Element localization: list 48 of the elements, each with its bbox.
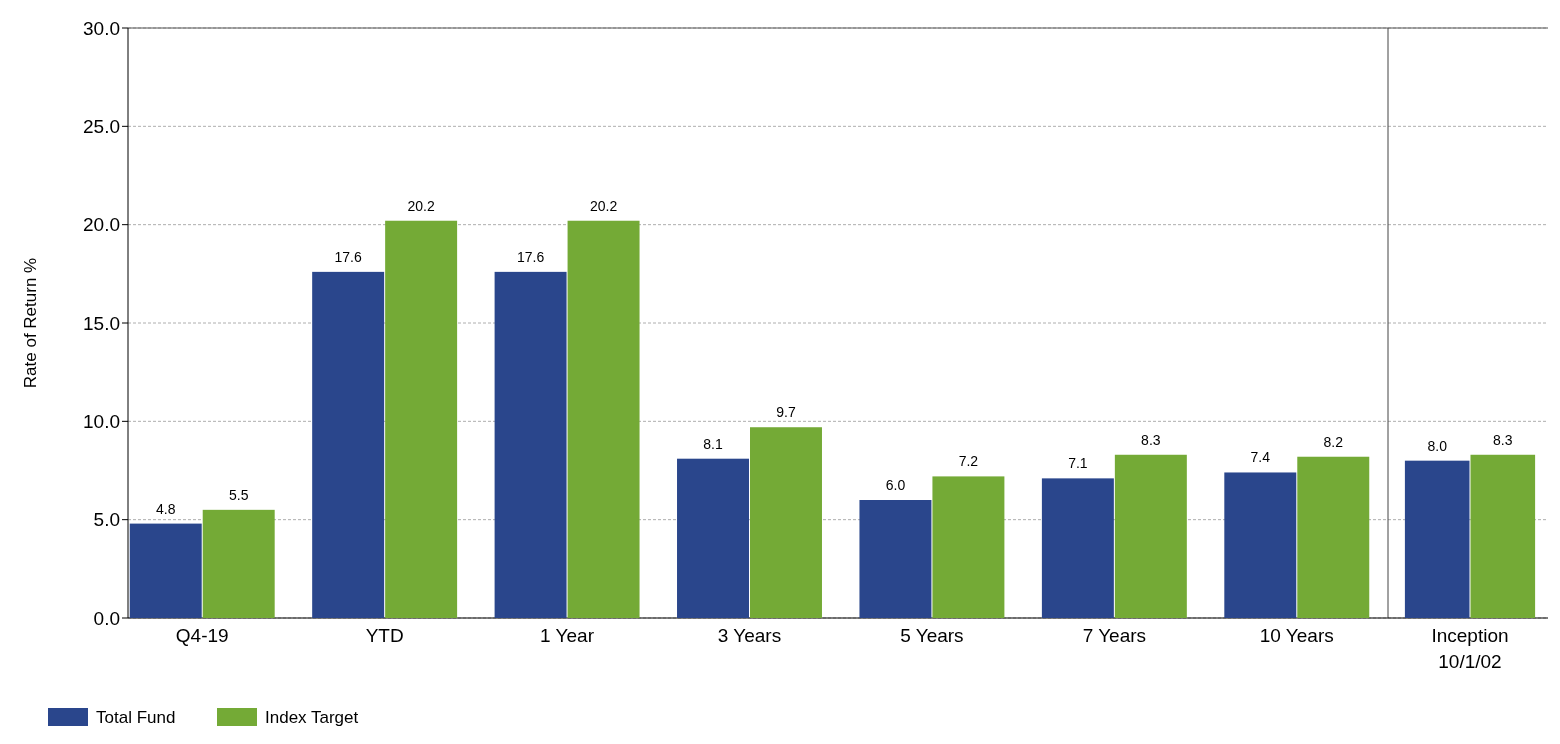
data-label: 17.6 <box>516 248 545 265</box>
legend-label: Total Fund <box>96 707 176 727</box>
data-label: 8.3 <box>1141 431 1161 448</box>
bar <box>567 220 640 618</box>
y-tick-label: 15.0 <box>83 312 120 334</box>
bar <box>202 509 275 618</box>
data-label: 8.2 <box>1323 433 1344 450</box>
data-label: 8.0 <box>1427 437 1448 454</box>
bar <box>385 220 458 618</box>
y-tick-label: 25.0 <box>83 115 120 137</box>
x-tick-label: Inception 10/1/02 <box>1431 625 1509 672</box>
y-tick-label: 20.0 <box>83 214 120 236</box>
data-label: 7.1 <box>1068 455 1088 472</box>
data-label: 6.0 <box>885 477 906 493</box>
data-label: 20.2 <box>589 197 618 214</box>
bar <box>494 271 567 618</box>
bar <box>1297 456 1370 618</box>
data-label: 7.4 <box>1250 449 1271 466</box>
data-label: 17.6 <box>334 248 362 265</box>
bar <box>1114 454 1187 618</box>
bar <box>750 427 822 618</box>
data-label: 5.5 <box>228 486 249 503</box>
x-tick-label: 7 Years <box>1082 625 1147 646</box>
y-tick-label: 30.0 <box>83 17 120 39</box>
bar <box>932 476 1005 618</box>
bar <box>677 458 749 618</box>
data-label: 8.1 <box>703 435 723 452</box>
x-tick-label: 10 Years <box>1259 625 1334 646</box>
legend-label: Index Target <box>265 707 359 727</box>
x-tick-label: Q4-19 <box>175 625 229 646</box>
x-tick-label: 5 Years <box>900 625 964 646</box>
data-label: 20.2 <box>407 197 435 214</box>
bar <box>129 523 202 618</box>
bar <box>1224 472 1297 618</box>
data-label: 7.2 <box>958 453 979 470</box>
bar <box>859 500 932 618</box>
bar <box>312 271 385 618</box>
y-tick-label: 10.0 <box>83 410 120 432</box>
x-tick-label: YTD <box>365 625 404 646</box>
bar <box>1041 478 1114 618</box>
y-tick-label: 0.0 <box>93 607 120 629</box>
y-axis-title: Rate of Return % <box>21 257 40 389</box>
data-label: 4.8 <box>155 500 176 517</box>
y-tick-label: 5.0 <box>93 509 120 531</box>
x-tick-label: 3 Years <box>717 625 782 646</box>
x-tick-label: 1 Year <box>540 625 595 646</box>
data-label: 9.7 <box>776 404 796 421</box>
data-label: 8.3 <box>1493 431 1513 448</box>
